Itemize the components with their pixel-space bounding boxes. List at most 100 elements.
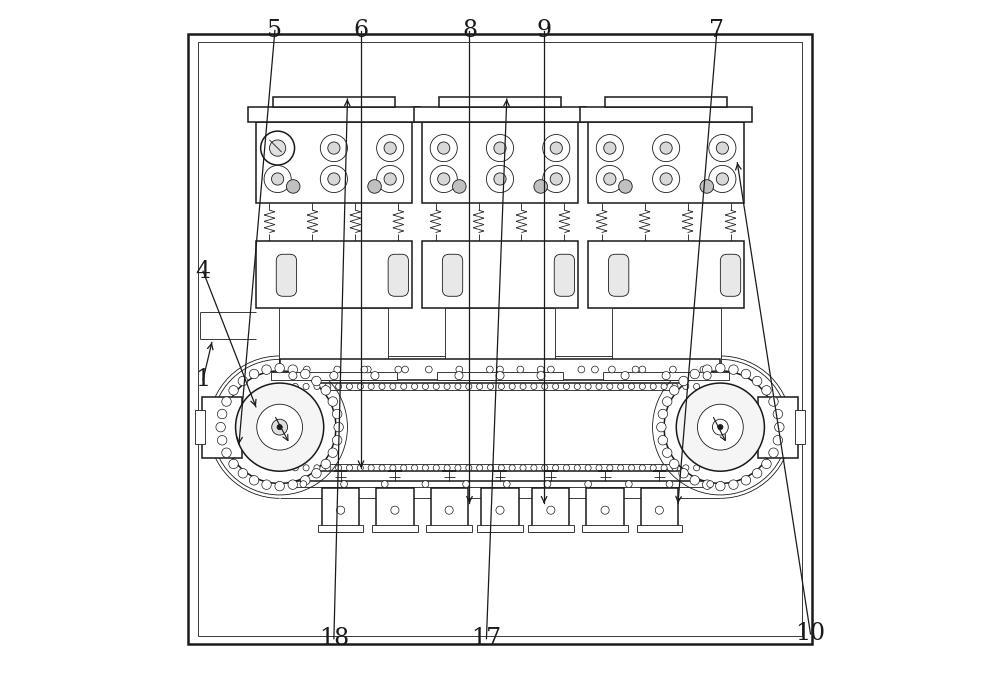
Circle shape	[596, 165, 623, 193]
Circle shape	[425, 366, 432, 373]
Circle shape	[257, 404, 303, 450]
Text: 6: 6	[353, 19, 369, 42]
Circle shape	[321, 459, 331, 468]
Circle shape	[762, 459, 771, 468]
Circle shape	[658, 410, 668, 419]
Circle shape	[752, 468, 762, 478]
Circle shape	[486, 134, 514, 161]
FancyBboxPatch shape	[276, 254, 297, 296]
Circle shape	[238, 376, 248, 386]
Circle shape	[269, 140, 286, 156]
Circle shape	[303, 465, 309, 471]
Circle shape	[619, 180, 632, 193]
Circle shape	[377, 165, 404, 193]
Circle shape	[542, 465, 548, 471]
Circle shape	[537, 372, 545, 380]
Bar	[437, 372, 563, 380]
Circle shape	[292, 465, 298, 471]
Bar	[481, 488, 519, 532]
Circle shape	[769, 397, 778, 406]
Circle shape	[712, 419, 728, 435]
Circle shape	[670, 366, 676, 373]
Circle shape	[494, 173, 506, 185]
Circle shape	[422, 481, 429, 487]
Circle shape	[676, 383, 764, 471]
Circle shape	[249, 475, 259, 485]
Text: 7: 7	[709, 19, 724, 42]
Bar	[795, 410, 805, 444]
Circle shape	[466, 465, 472, 471]
Circle shape	[661, 465, 667, 471]
Circle shape	[550, 173, 562, 185]
Circle shape	[741, 370, 751, 379]
Circle shape	[607, 465, 613, 471]
Circle shape	[336, 384, 342, 389]
Circle shape	[700, 180, 714, 193]
Circle shape	[412, 465, 418, 471]
Bar	[426, 525, 472, 532]
Circle shape	[328, 142, 340, 154]
Circle shape	[455, 384, 461, 389]
Circle shape	[741, 475, 751, 485]
Circle shape	[332, 435, 342, 445]
Bar	[588, 122, 744, 203]
Bar	[588, 241, 744, 308]
Circle shape	[262, 365, 271, 374]
Circle shape	[314, 465, 320, 471]
Circle shape	[275, 363, 284, 373]
Text: 18: 18	[319, 627, 349, 650]
Bar	[580, 107, 752, 122]
Circle shape	[679, 468, 688, 478]
Text: 9: 9	[537, 19, 552, 42]
Circle shape	[709, 134, 736, 161]
Circle shape	[272, 419, 288, 435]
Bar	[256, 241, 412, 308]
Circle shape	[433, 465, 439, 471]
Circle shape	[628, 384, 635, 389]
Circle shape	[249, 370, 259, 379]
Circle shape	[236, 383, 324, 471]
Circle shape	[334, 422, 343, 432]
Circle shape	[379, 384, 385, 389]
Circle shape	[330, 372, 338, 380]
Bar	[202, 397, 242, 458]
Circle shape	[466, 384, 472, 389]
Circle shape	[496, 372, 504, 380]
Circle shape	[346, 465, 353, 471]
Circle shape	[238, 468, 248, 478]
Circle shape	[486, 366, 493, 373]
Circle shape	[286, 180, 300, 193]
Circle shape	[607, 384, 613, 389]
Circle shape	[288, 480, 298, 490]
Bar	[273, 97, 395, 107]
FancyBboxPatch shape	[388, 254, 408, 296]
Circle shape	[520, 465, 526, 471]
Circle shape	[300, 370, 310, 379]
Bar	[603, 372, 729, 380]
Circle shape	[655, 506, 663, 515]
Bar	[605, 97, 727, 107]
Circle shape	[574, 384, 580, 389]
Bar	[248, 107, 420, 122]
Circle shape	[337, 506, 345, 515]
Circle shape	[433, 384, 439, 389]
Circle shape	[544, 481, 551, 487]
Circle shape	[368, 180, 381, 193]
FancyBboxPatch shape	[554, 254, 575, 296]
Circle shape	[653, 165, 680, 193]
Circle shape	[729, 480, 738, 490]
Circle shape	[445, 506, 453, 515]
Circle shape	[312, 376, 321, 386]
Bar	[280, 359, 720, 380]
Circle shape	[596, 465, 602, 471]
Circle shape	[456, 366, 463, 373]
Circle shape	[292, 384, 298, 389]
Circle shape	[520, 384, 526, 389]
Circle shape	[653, 134, 680, 161]
Circle shape	[455, 372, 463, 380]
FancyBboxPatch shape	[608, 254, 629, 296]
Circle shape	[444, 384, 450, 389]
Circle shape	[563, 465, 569, 471]
Circle shape	[430, 134, 457, 161]
Circle shape	[401, 384, 407, 389]
